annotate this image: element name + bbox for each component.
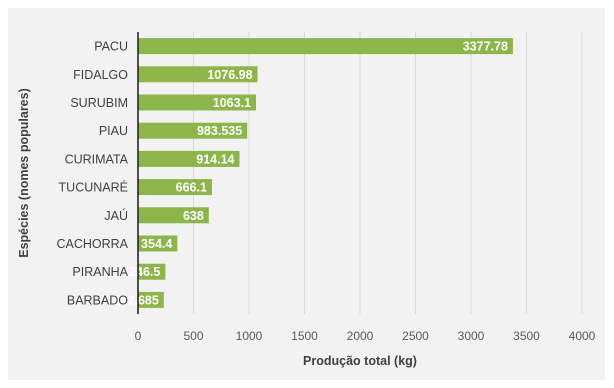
category-label: CURIMATA	[65, 152, 129, 166]
x-axis-title: Produção total (kg)	[303, 354, 417, 368]
data-label: 3377.78	[463, 40, 508, 54]
category-label: BARBADO	[67, 293, 128, 307]
category-label: JAÚ	[104, 208, 128, 223]
category-label: CACHORRA	[56, 237, 128, 251]
x-tick-label: 3000	[458, 329, 485, 343]
bar-chart: 3377.78 1076.98 1063.1 983.535 914.14 666.1 63…	[17, 32, 596, 368]
bar-piau	[138, 122, 248, 139]
category-label: PIRANHA	[72, 265, 128, 279]
bar-cachorra	[138, 235, 178, 252]
data-label: 354.4	[141, 237, 172, 251]
bar-fidalgo	[138, 66, 258, 83]
data-label: 638	[183, 209, 204, 223]
x-tick-label: 0	[135, 329, 142, 343]
x-tick-labels: 0 500 1000 1500 2000 2500 3000 3500 4000	[135, 329, 596, 343]
category-labels: PACU FIDALGO SURUBIM PIAU CURIMATA TUCUNARÉ JA…	[56, 40, 128, 308]
data-label: 1063.1	[213, 96, 251, 110]
category-label: PIAU	[99, 124, 128, 138]
bar-curimata	[138, 150, 240, 167]
data-label: 914.14	[196, 152, 234, 166]
x-tick-label: 2500	[402, 329, 429, 343]
x-tick-label: 1000	[236, 329, 263, 343]
x-tick-label: 1500	[291, 329, 318, 343]
bar-jaú	[138, 207, 209, 224]
chart-area: 3377.78 1076.98 1063.1 983.535 914.14 666.1 63…	[8, 8, 605, 380]
y-axis-title: Espécies (nomes populares)	[17, 88, 31, 258]
bars	[138, 38, 513, 308]
data-label: 983.535	[197, 124, 242, 138]
data-label: 232.685	[114, 293, 159, 307]
category-label: FIDALGO	[73, 68, 128, 82]
category-label: TUCUNARÉ	[59, 180, 128, 195]
x-tick-label: 2000	[347, 329, 374, 343]
data-label: 246.5	[129, 265, 160, 279]
bar-surubim	[138, 94, 257, 111]
category-label: SURUBIM	[70, 96, 128, 110]
data-label: 1076.98	[207, 68, 252, 82]
x-tick-label: 500	[183, 329, 203, 343]
x-tick-label: 3500	[513, 329, 540, 343]
bar-barbado	[138, 291, 164, 308]
bar-pacu	[138, 38, 513, 55]
category-label: PACU	[94, 40, 128, 54]
data-label: 666.1	[176, 181, 207, 195]
x-tick-label: 4000	[569, 329, 596, 343]
bar-piranha	[138, 263, 166, 280]
data-labels: 3377.78 1076.98 1063.1 983.535 914.14 666.1 63…	[114, 40, 508, 308]
bar-tucunaré	[138, 179, 212, 196]
